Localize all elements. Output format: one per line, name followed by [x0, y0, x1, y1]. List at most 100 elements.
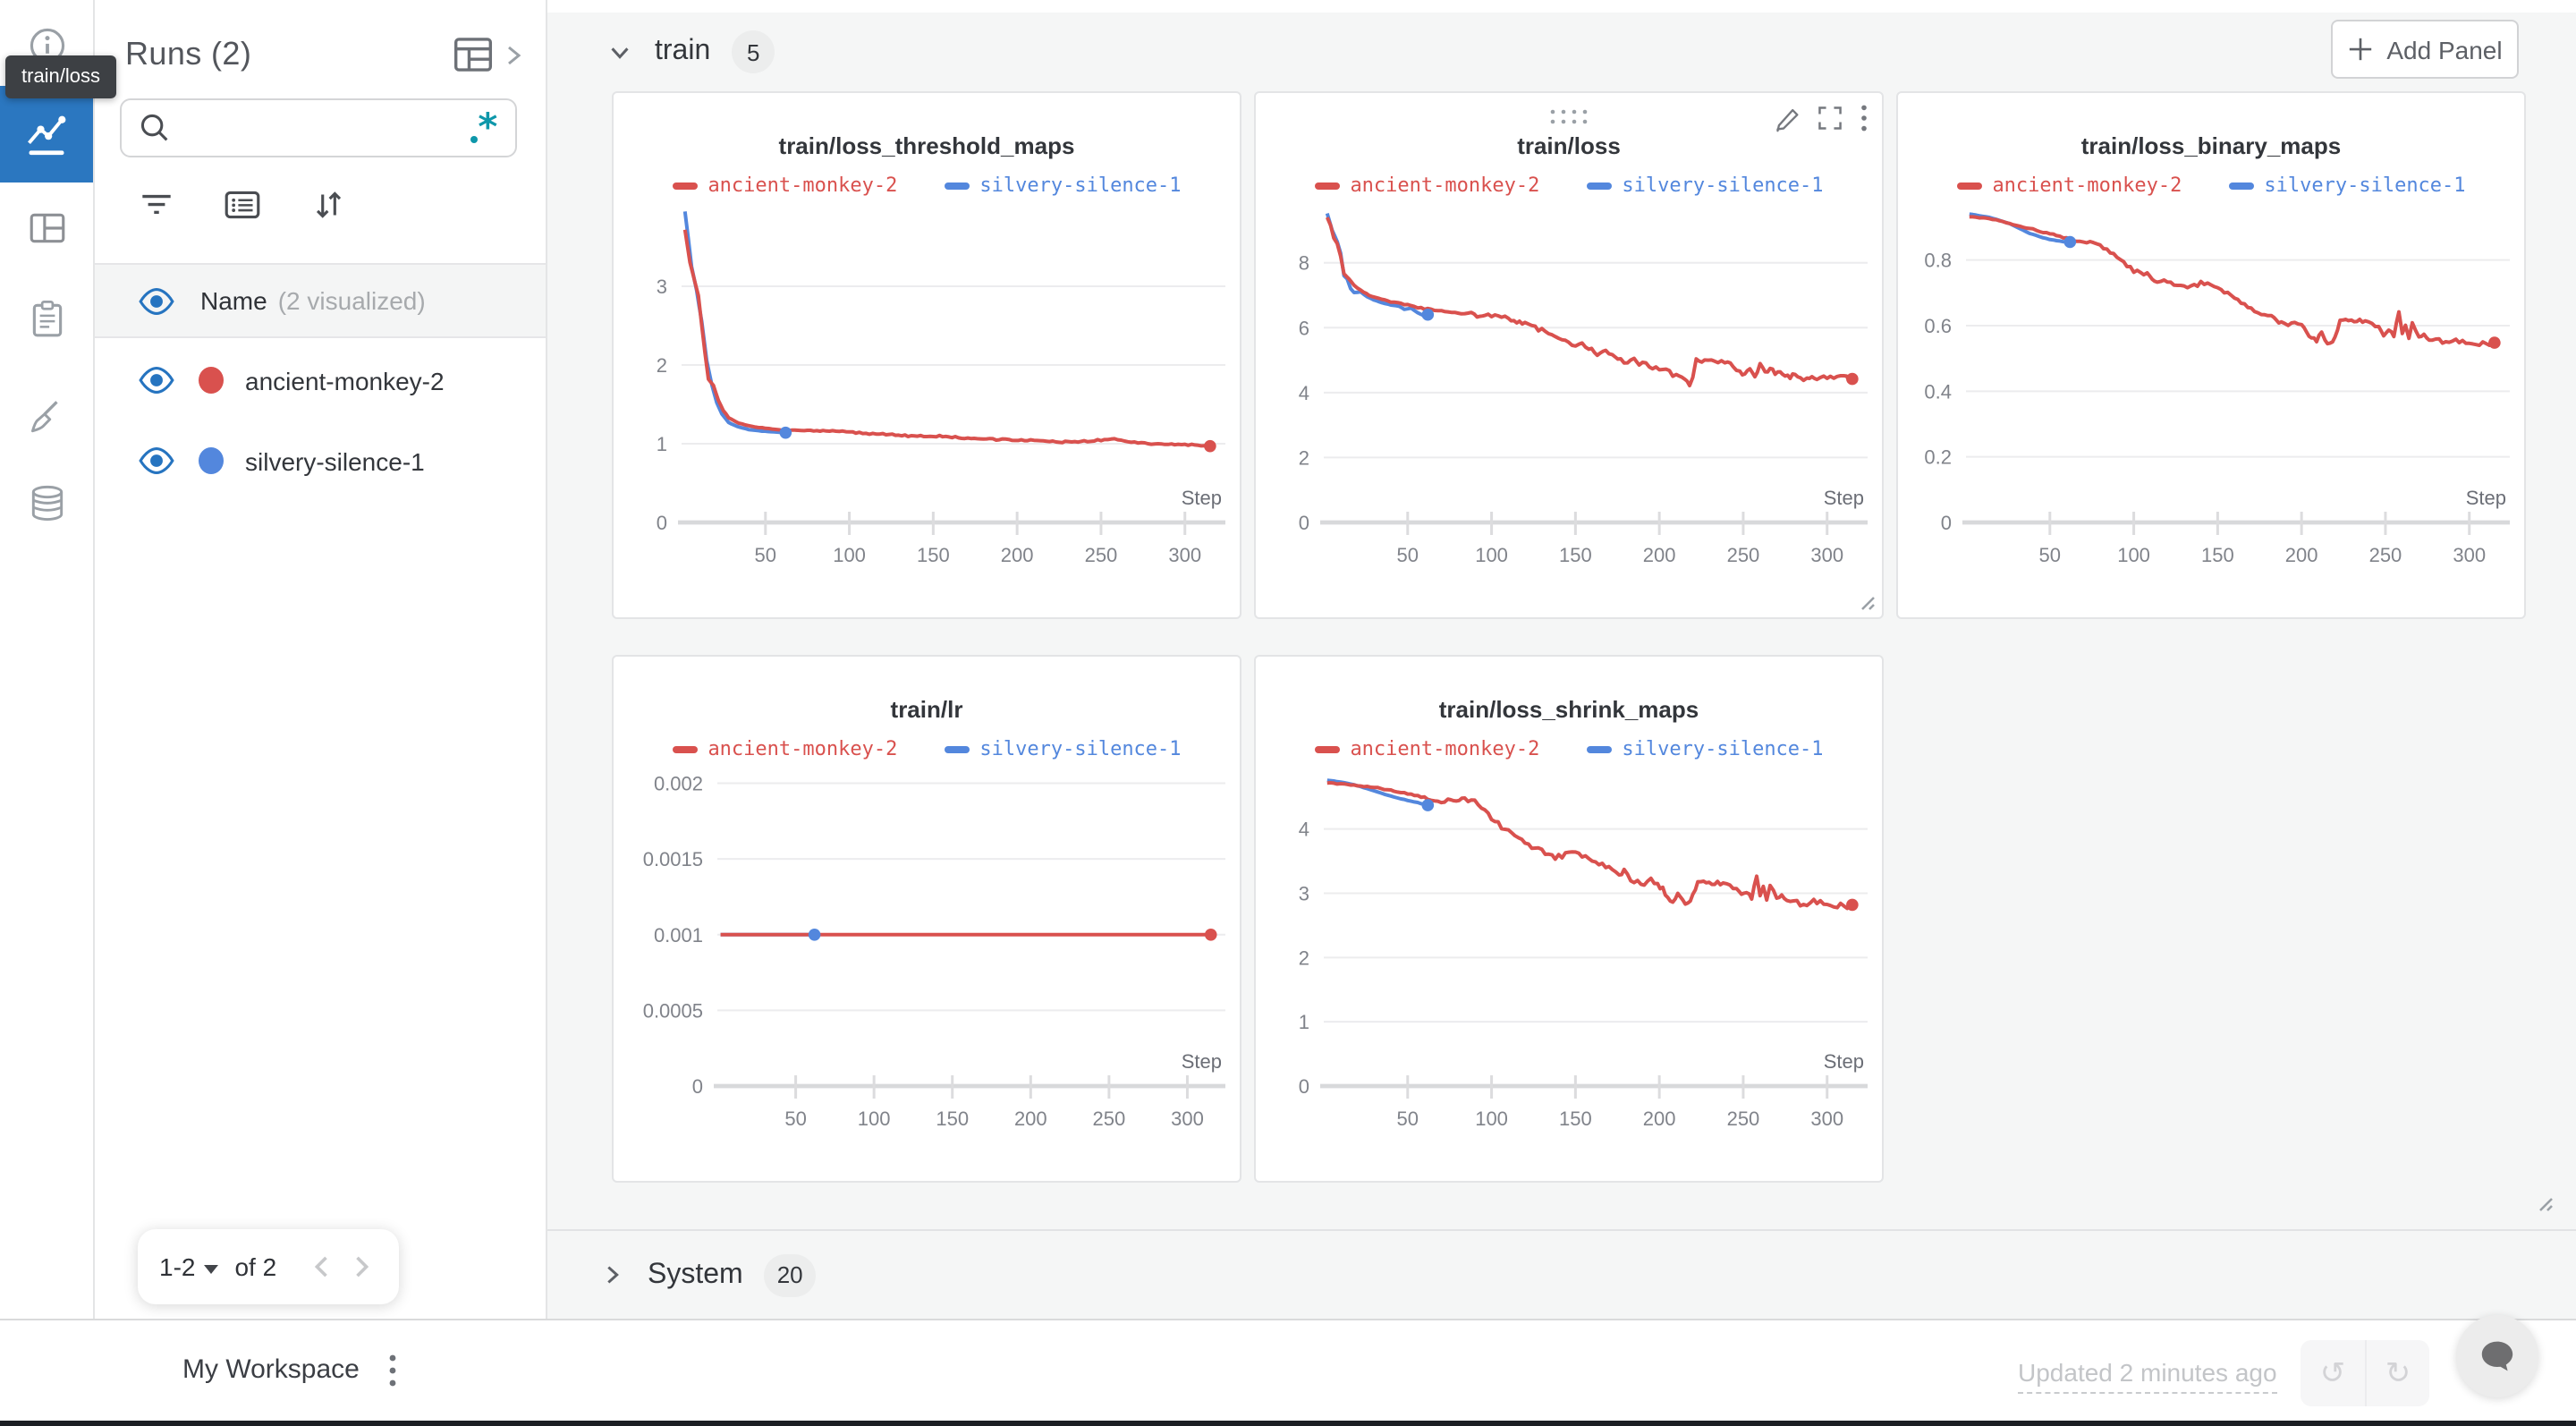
- svg-text:300: 300: [1810, 544, 1843, 566]
- chart-plot-area[interactable]: 0 1 2 3 50 100 150 200 250 300 Step: [614, 93, 1243, 621]
- runs-table-icon[interactable]: [451, 32, 496, 77]
- chart-plot-area[interactable]: 0 0.2 0.4 0.6 0.8 50 100 150 200 250 300 Step: [1898, 93, 2528, 621]
- artifacts-database-icon[interactable]: [0, 480, 93, 526]
- run-row[interactable]: silvery-silence-1: [95, 420, 546, 501]
- chart-panel-train-loss-shrink-maps[interactable]: train/loss_shrink_maps ancient-monkey-2 si…: [1254, 655, 1884, 1183]
- legend-swatch: [1314, 182, 1340, 189]
- run-row[interactable]: ancient-monkey-2: [95, 340, 546, 420]
- workspace-title[interactable]: My Workspace: [182, 1354, 360, 1385]
- run-search-box: *: [120, 98, 517, 157]
- prev-page-chevron-icon[interactable]: [306, 1251, 338, 1283]
- legend-item[interactable]: silvery-silence-1: [2228, 174, 2466, 197]
- reports-clipboard-icon[interactable]: [0, 295, 93, 342]
- nav-charts-active[interactable]: [0, 86, 93, 182]
- undo-icon[interactable]: ↺: [2319, 1355, 2346, 1389]
- sort-icon[interactable]: [306, 182, 349, 225]
- panel-drag-handle-icon[interactable]: [1256, 106, 1882, 127]
- support-chat-button[interactable]: [2456, 1315, 2538, 1397]
- legend-swatch: [1586, 182, 1612, 189]
- add-panel-label: Add Panel: [2386, 35, 2503, 64]
- legend-run-name: ancient-monkey-2: [1992, 174, 2182, 197]
- run-name-label[interactable]: silvery-silence-1: [245, 446, 425, 475]
- legend-run-name: ancient-monkey-2: [708, 174, 898, 197]
- runs-panel-title: Runs (2): [125, 36, 252, 72]
- chart-panel-train-loss-binary-maps[interactable]: train/loss_binary_maps ancient-monkey-2 si…: [1896, 91, 2526, 619]
- expand-system-chevron-icon[interactable]: [599, 1261, 626, 1288]
- add-panel-button[interactable]: Add Panel: [2331, 20, 2519, 79]
- svg-text:150: 150: [2201, 544, 2234, 566]
- run-list-header[interactable]: Name (2 visualized): [95, 263, 546, 338]
- eye-icon[interactable]: [138, 361, 175, 399]
- legend-item[interactable]: ancient-monkey-2: [672, 737, 897, 760]
- regex-toggle-icon[interactable]: *: [465, 105, 501, 148]
- visualized-count-label: (2 visualized): [277, 286, 426, 315]
- panel-menu-kebab-icon[interactable]: [1860, 104, 1868, 132]
- eye-icon[interactable]: [138, 282, 175, 319]
- train-section-label: train: [655, 36, 711, 66]
- legend-swatch: [672, 745, 698, 752]
- next-page-chevron-icon[interactable]: [345, 1251, 377, 1283]
- panel-title: train/loss_shrink_maps: [1438, 696, 1699, 723]
- page-size-dropdown-icon[interactable]: [204, 1264, 219, 1273]
- legend-item[interactable]: silvery-silence-1: [944, 174, 1182, 197]
- svg-text:150: 150: [1559, 1108, 1592, 1130]
- chart-plot-area[interactable]: 0 1 2 3 4 50 100 150 200 250 300 Step: [1256, 657, 1885, 1184]
- legend-item[interactable]: ancient-monkey-2: [1314, 737, 1539, 760]
- legend-swatch: [944, 745, 970, 752]
- panel-title: train/loss_threshold_maps: [778, 132, 1075, 159]
- svg-text:250: 250: [1727, 1108, 1760, 1130]
- svg-text:50: 50: [1397, 544, 1419, 566]
- sweeps-broom-icon[interactable]: [0, 392, 93, 438]
- svg-text:100: 100: [1475, 1108, 1508, 1130]
- legend-item[interactable]: silvery-silence-1: [1586, 737, 1824, 760]
- panel-resize-handle-icon[interactable]: [1855, 590, 1877, 612]
- section-resize-handle-icon[interactable]: [2533, 1192, 2555, 1213]
- svg-text:100: 100: [833, 544, 866, 566]
- chart-plot-area[interactable]: 0 2 4 6 8 50 100 150 200 250 300 Step: [1256, 93, 1885, 621]
- chart-panel-train-loss-threshold-maps[interactable]: train/loss_threshold_maps ancient-monkey-…: [612, 91, 1241, 619]
- svg-text:200: 200: [1643, 544, 1676, 566]
- legend-item[interactable]: ancient-monkey-2: [672, 174, 897, 197]
- svg-text:Step: Step: [1182, 1050, 1222, 1073]
- bottom-bar: My Workspace Updated 2 minutes ago ↺ ↻: [0, 1319, 2576, 1426]
- collapse-train-chevron-icon[interactable]: [606, 38, 633, 65]
- group-list-icon[interactable]: [220, 182, 263, 225]
- legend-item[interactable]: silvery-silence-1: [1586, 174, 1824, 197]
- page-range-label[interactable]: 1-2: [159, 1252, 196, 1281]
- fullscreen-icon[interactable]: [1816, 104, 1844, 132]
- line-chart-icon: [28, 115, 66, 156]
- legend-item[interactable]: ancient-monkey-2: [1314, 174, 1539, 197]
- panel-grid-icon[interactable]: [0, 204, 93, 250]
- chart-plot-area[interactable]: 0 0.0005 0.001 0.0015 0.002 50 100 150 200 250 300…: [614, 657, 1243, 1184]
- last-updated-label[interactable]: Updated 2 minutes ago: [2018, 1358, 2277, 1394]
- run-search-input[interactable]: [184, 115, 465, 141]
- legend-run-name: silvery-silence-1: [1622, 174, 1824, 197]
- legend-run-name: silvery-silence-1: [979, 174, 1182, 197]
- svg-text:250: 250: [1727, 544, 1760, 566]
- svg-text:0.0015: 0.0015: [643, 848, 703, 870]
- svg-text:200: 200: [1014, 1108, 1047, 1130]
- edit-panel-pencil-icon[interactable]: [1771, 104, 1800, 132]
- eye-icon[interactable]: [138, 442, 175, 480]
- svg-text:300: 300: [1171, 1108, 1204, 1130]
- legend-run-name: silvery-silence-1: [979, 737, 1182, 760]
- svg-text:4: 4: [1299, 382, 1309, 404]
- chart-panel-train-loss[interactable]: train/loss ancient-monkey-2 silvery-silenc…: [1254, 91, 1884, 619]
- filter-icon[interactable]: [134, 182, 177, 225]
- run-name-label[interactable]: ancient-monkey-2: [245, 366, 445, 395]
- svg-text:0: 0: [657, 512, 667, 534]
- train-section-header[interactable]: train 5: [547, 13, 2576, 91]
- expand-runs-chevron-icon[interactable]: [499, 40, 528, 69]
- panel-legend: ancient-monkey-2 silvery-silence-1: [614, 737, 1240, 760]
- legend-item[interactable]: silvery-silence-1: [944, 737, 1182, 760]
- plus-icon: [2350, 38, 2372, 61]
- system-section-header[interactable]: System 20: [547, 1229, 2576, 1319]
- svg-text:300: 300: [1168, 544, 1201, 566]
- workspace-menu-kebab-icon[interactable]: [376, 1345, 408, 1396]
- legend-item[interactable]: ancient-monkey-2: [1956, 174, 2182, 197]
- svg-text:0.0005: 0.0005: [643, 999, 703, 1022]
- redo-icon[interactable]: ↻: [2365, 1340, 2429, 1406]
- chart-panel-train-lr[interactable]: train/lr ancient-monkey-2 silvery-silence-…: [612, 655, 1241, 1183]
- svg-text:0: 0: [1299, 512, 1309, 534]
- legend-run-name: ancient-monkey-2: [708, 737, 898, 760]
